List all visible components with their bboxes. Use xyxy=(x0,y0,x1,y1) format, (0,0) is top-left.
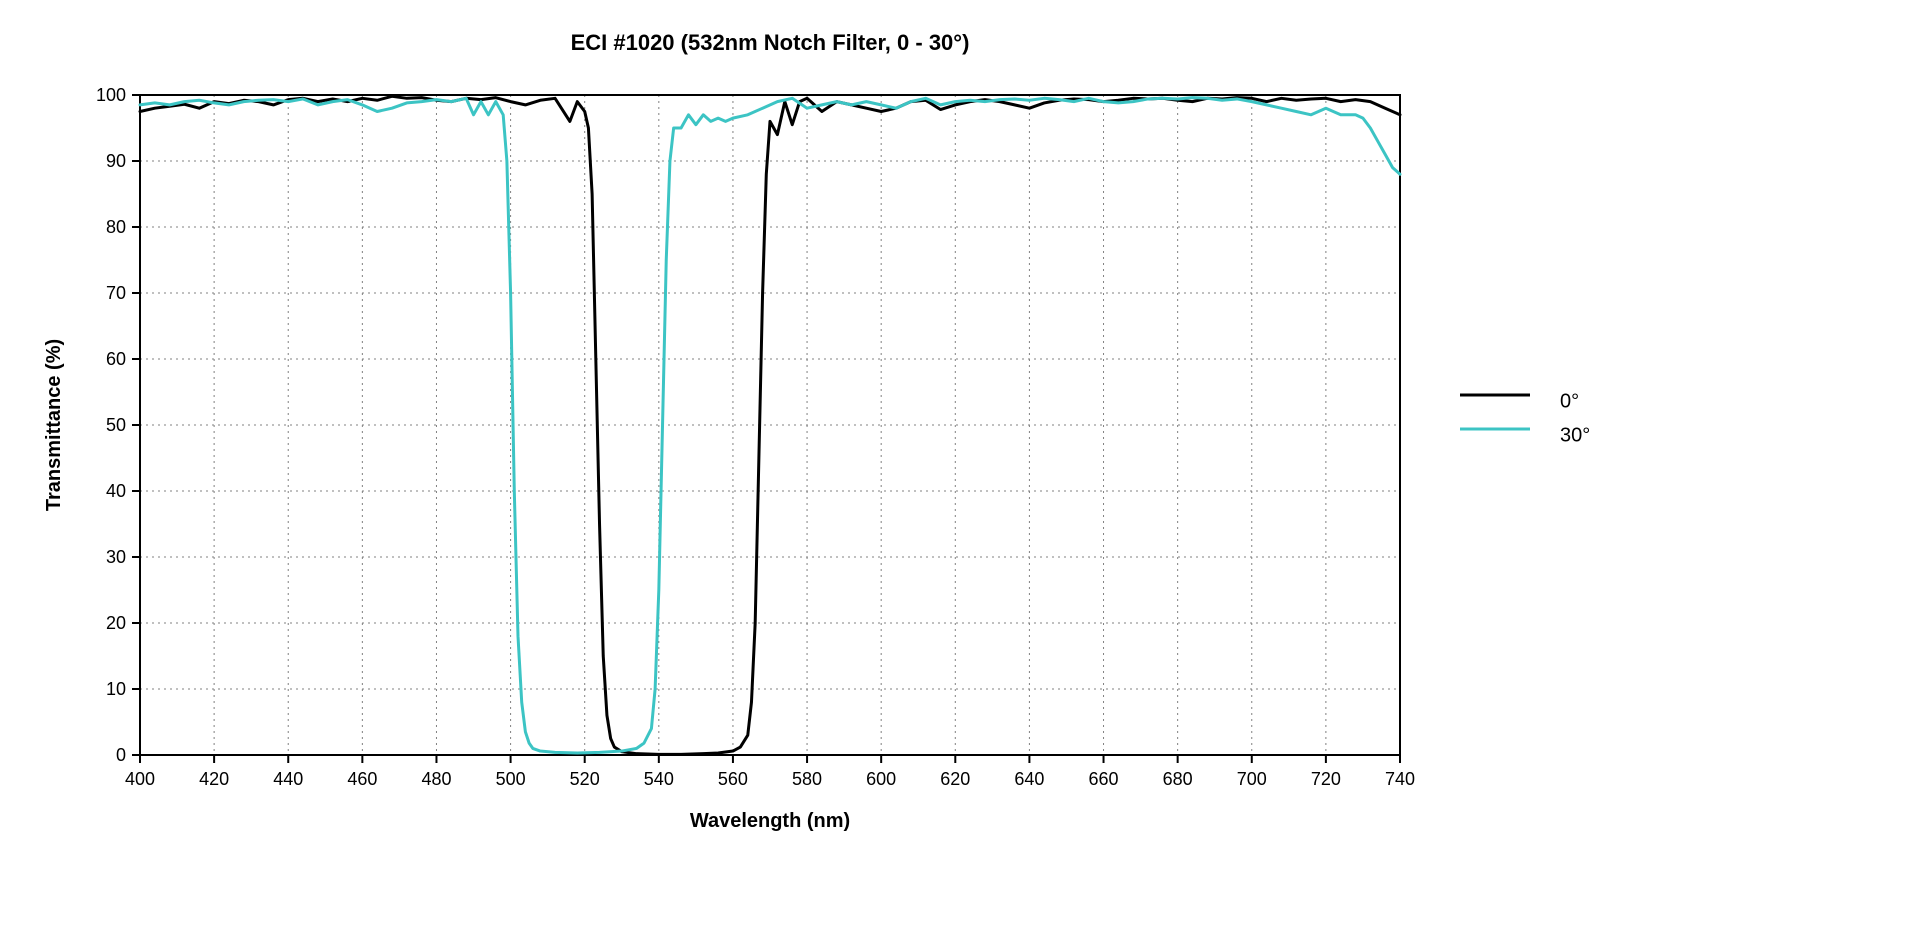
y-tick-label: 0 xyxy=(116,745,126,765)
x-axis-label: Wavelength (nm) xyxy=(690,810,850,832)
y-tick-label: 30 xyxy=(106,547,126,567)
x-tick-label: 520 xyxy=(570,769,600,789)
y-tick-label: 90 xyxy=(106,151,126,171)
y-tick-label: 50 xyxy=(106,415,126,435)
x-tick-label: 500 xyxy=(496,769,526,789)
x-tick-label: 700 xyxy=(1237,769,1267,789)
y-tick-label: 60 xyxy=(106,349,126,369)
x-tick-label: 560 xyxy=(718,769,748,789)
x-tick-label: 720 xyxy=(1311,769,1341,789)
y-tick-label: 100 xyxy=(96,85,126,105)
x-tick-label: 740 xyxy=(1385,769,1415,789)
legend-label-0: 0° xyxy=(1560,390,1579,412)
chart-title: ECI #1020 (532nm Notch Filter, 0 - 30°) xyxy=(571,30,970,55)
x-tick-label: 420 xyxy=(199,769,229,789)
x-tick-label: 600 xyxy=(866,769,896,789)
x-tick-label: 540 xyxy=(644,769,674,789)
y-tick-label: 20 xyxy=(106,613,126,633)
x-tick-label: 580 xyxy=(792,769,822,789)
y-tick-label: 10 xyxy=(106,679,126,699)
x-tick-label: 400 xyxy=(125,769,155,789)
x-tick-label: 480 xyxy=(421,769,451,789)
x-tick-label: 640 xyxy=(1014,769,1044,789)
x-tick-label: 680 xyxy=(1163,769,1193,789)
y-tick-label: 80 xyxy=(106,217,126,237)
y-tick-label: 40 xyxy=(106,481,126,501)
y-tick-label: 70 xyxy=(106,283,126,303)
transmittance-chart: ECI #1020 (532nm Notch Filter, 0 - 30°) 4… xyxy=(0,0,1916,942)
y-axis-label: Transmittance (%) xyxy=(43,339,65,511)
x-tick-label: 660 xyxy=(1089,769,1119,789)
x-tick-label: 620 xyxy=(940,769,970,789)
x-tick-label: 440 xyxy=(273,769,303,789)
legend-label-1: 30° xyxy=(1560,424,1590,446)
x-tick-label: 460 xyxy=(347,769,377,789)
